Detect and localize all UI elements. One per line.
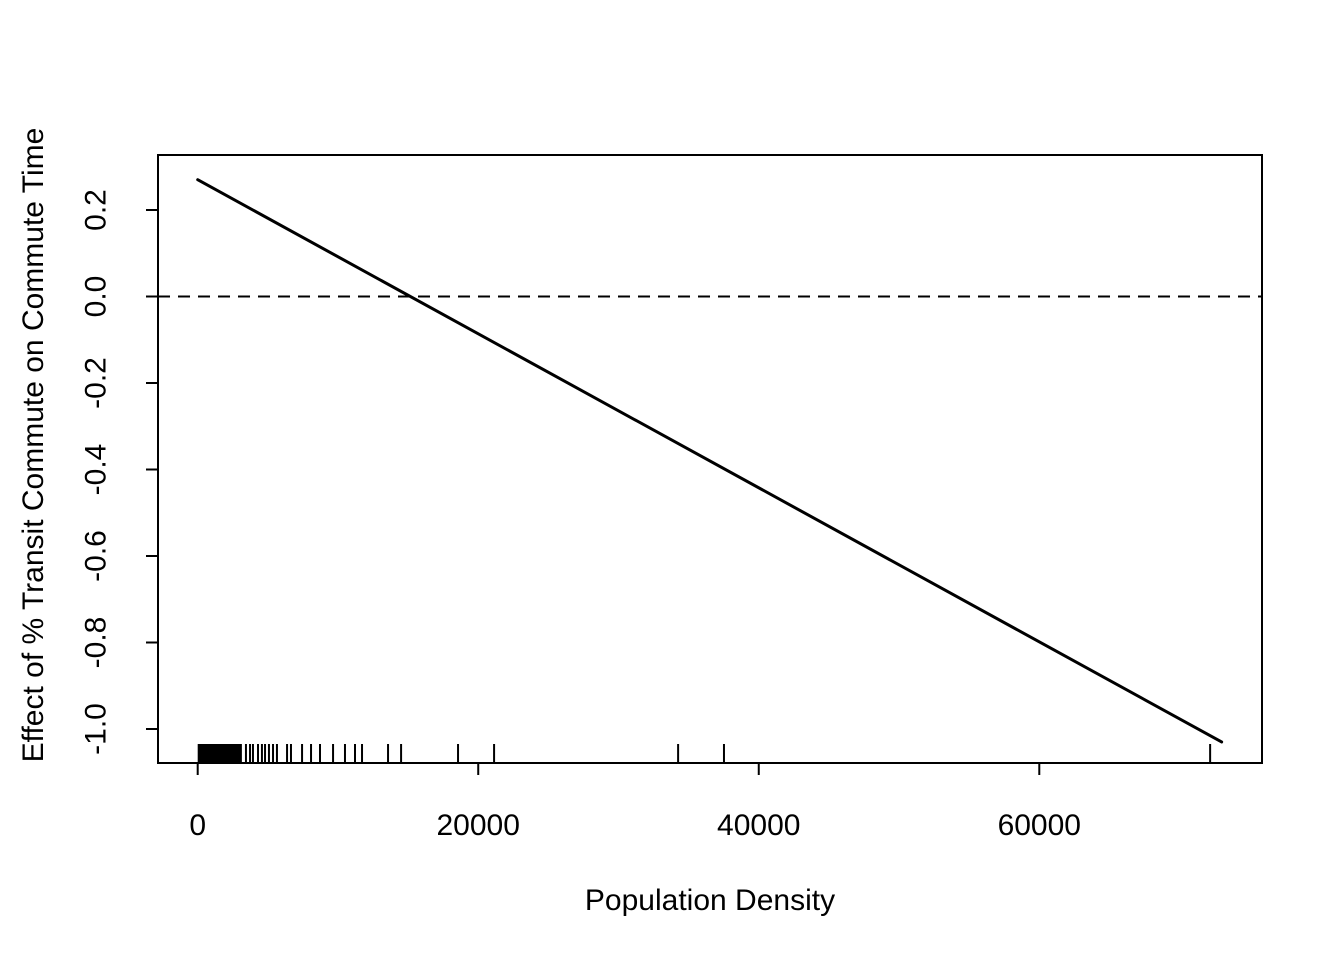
y-tick-label: -0.2 <box>80 357 113 409</box>
y-tick-label: -0.8 <box>80 617 113 669</box>
x-tick-label: 0 <box>189 809 206 842</box>
y-tick-label: 0.0 <box>80 276 113 318</box>
plot-border <box>157 154 1263 764</box>
y-tick-label: -0.4 <box>80 444 113 496</box>
x-tick-label: 60000 <box>998 809 1081 842</box>
y-axis-title: Effect of % Transit Commute on Commute T… <box>17 127 50 763</box>
x-tick-label: 20000 <box>437 809 520 842</box>
y-tick-label: -1.0 <box>80 703 113 755</box>
x-tick-label: 40000 <box>717 809 800 842</box>
rug-dense-block <box>197 744 242 763</box>
series-line-estimated-effect <box>196 178 1224 744</box>
y-tick-label: 0.2 <box>80 189 113 231</box>
y-tick-label: -0.6 <box>80 530 113 582</box>
x-axis-title: Population Density <box>584 884 836 917</box>
